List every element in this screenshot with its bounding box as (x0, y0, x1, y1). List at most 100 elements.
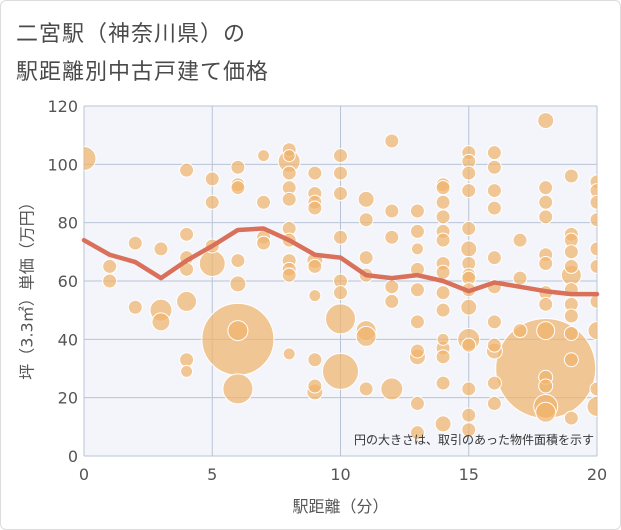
data-bubble (307, 352, 323, 368)
data-bubble (538, 296, 554, 312)
chart-title-line2: 駅距離別中古戸建て価格 (16, 60, 270, 85)
data-bubble (589, 241, 597, 257)
data-bubble (535, 401, 557, 423)
data-bubble (333, 148, 348, 164)
data-bubble (282, 149, 296, 163)
data-bubble (358, 381, 374, 397)
data-bubble (461, 337, 477, 353)
data-bubble (127, 235, 143, 251)
data-bubble (307, 165, 323, 181)
data-bubble (486, 200, 502, 216)
data-bubble (409, 203, 425, 219)
data-bubble (589, 293, 597, 309)
data-bubble (461, 381, 477, 397)
data-bubble (281, 165, 297, 181)
data-bubble (179, 226, 195, 242)
bubble-group (84, 112, 597, 441)
data-bubble (461, 183, 477, 199)
data-bubble (538, 256, 554, 271)
data-bubble (409, 425, 425, 441)
data-bubble (322, 352, 359, 390)
data-bubble (538, 209, 554, 225)
data-bubble (282, 347, 296, 361)
data-bubble (198, 250, 226, 277)
data-bubble (563, 168, 579, 184)
data-bubble (538, 378, 554, 394)
x-tick-label: 5 (207, 465, 217, 484)
y-tick-label: 120 (47, 97, 78, 116)
data-bubble (256, 194, 272, 210)
data-bubble (538, 194, 554, 210)
data-bubble (333, 165, 348, 181)
data-bubble (435, 302, 451, 318)
data-bubble (384, 293, 400, 309)
data-bubble (461, 221, 477, 236)
data-bubble (153, 241, 169, 257)
data-bubble (563, 410, 579, 426)
data-bubble (257, 149, 271, 163)
data-bubble (486, 250, 502, 266)
data-bubble (486, 396, 502, 411)
data-bubble (589, 183, 597, 199)
data-bubble (512, 270, 528, 286)
data-bubble (256, 235, 272, 251)
data-bubble (358, 250, 374, 266)
data-bubble (179, 352, 195, 368)
data-bubble (536, 321, 556, 341)
data-bubble (460, 240, 478, 258)
x-tick-label: 20 (587, 465, 607, 484)
data-bubble (486, 183, 502, 199)
size-annotation: 円の大きさは、取引のあった物件面積を示す (354, 432, 594, 447)
data-bubble (410, 242, 424, 256)
data-bubble (589, 381, 597, 397)
data-bubble (102, 273, 118, 289)
y-tick-label: 20 (58, 389, 78, 408)
data-bubble (307, 258, 323, 274)
data-bubble (461, 407, 477, 423)
data-bubble (435, 209, 451, 225)
data-bubble (384, 229, 400, 245)
data-bubble (486, 314, 502, 330)
data-bubble (357, 190, 375, 208)
data-bubble (384, 203, 400, 219)
x-tick-label: 10 (330, 465, 350, 484)
data-bubble (384, 279, 400, 295)
data-bubble (460, 298, 478, 316)
data-bubble (589, 258, 597, 274)
data-bubble (512, 232, 528, 248)
data-bubble (435, 180, 451, 196)
data-bubble (230, 253, 246, 269)
y-tick-label: 60 (58, 272, 78, 291)
data-bubble (325, 303, 356, 335)
data-bubble (586, 395, 597, 417)
trend-line-group (81, 226, 600, 297)
data-bubble (355, 325, 377, 347)
data-bubble (176, 290, 198, 312)
data-bubble (435, 232, 451, 248)
data-bubble (380, 377, 404, 401)
data-bubble (589, 194, 597, 210)
data-bubble (461, 422, 477, 438)
x-axis-label: 駅距離（分） (292, 497, 388, 516)
data-bubble (436, 332, 450, 346)
data-bubble (563, 244, 579, 260)
data-bubble (434, 415, 452, 433)
data-bubble (512, 323, 528, 339)
y-axis-label: 坪（3.3㎡）単価（万円） (18, 194, 37, 379)
data-bubble (563, 326, 579, 341)
data-bubble (308, 289, 322, 303)
data-bubble (486, 375, 502, 391)
data-bubble (563, 308, 579, 324)
data-bubble (281, 191, 297, 207)
data-bubble (538, 180, 554, 196)
data-bubble (180, 364, 194, 378)
data-bubble (151, 312, 171, 332)
data-bubble (435, 264, 451, 280)
data-bubble (461, 165, 477, 181)
data-bubble (409, 314, 425, 330)
data-bubble (229, 275, 247, 293)
data-bubble (127, 299, 143, 315)
data-bubble (435, 285, 451, 301)
data-bubble (589, 212, 597, 228)
data-bubble (587, 321, 597, 341)
